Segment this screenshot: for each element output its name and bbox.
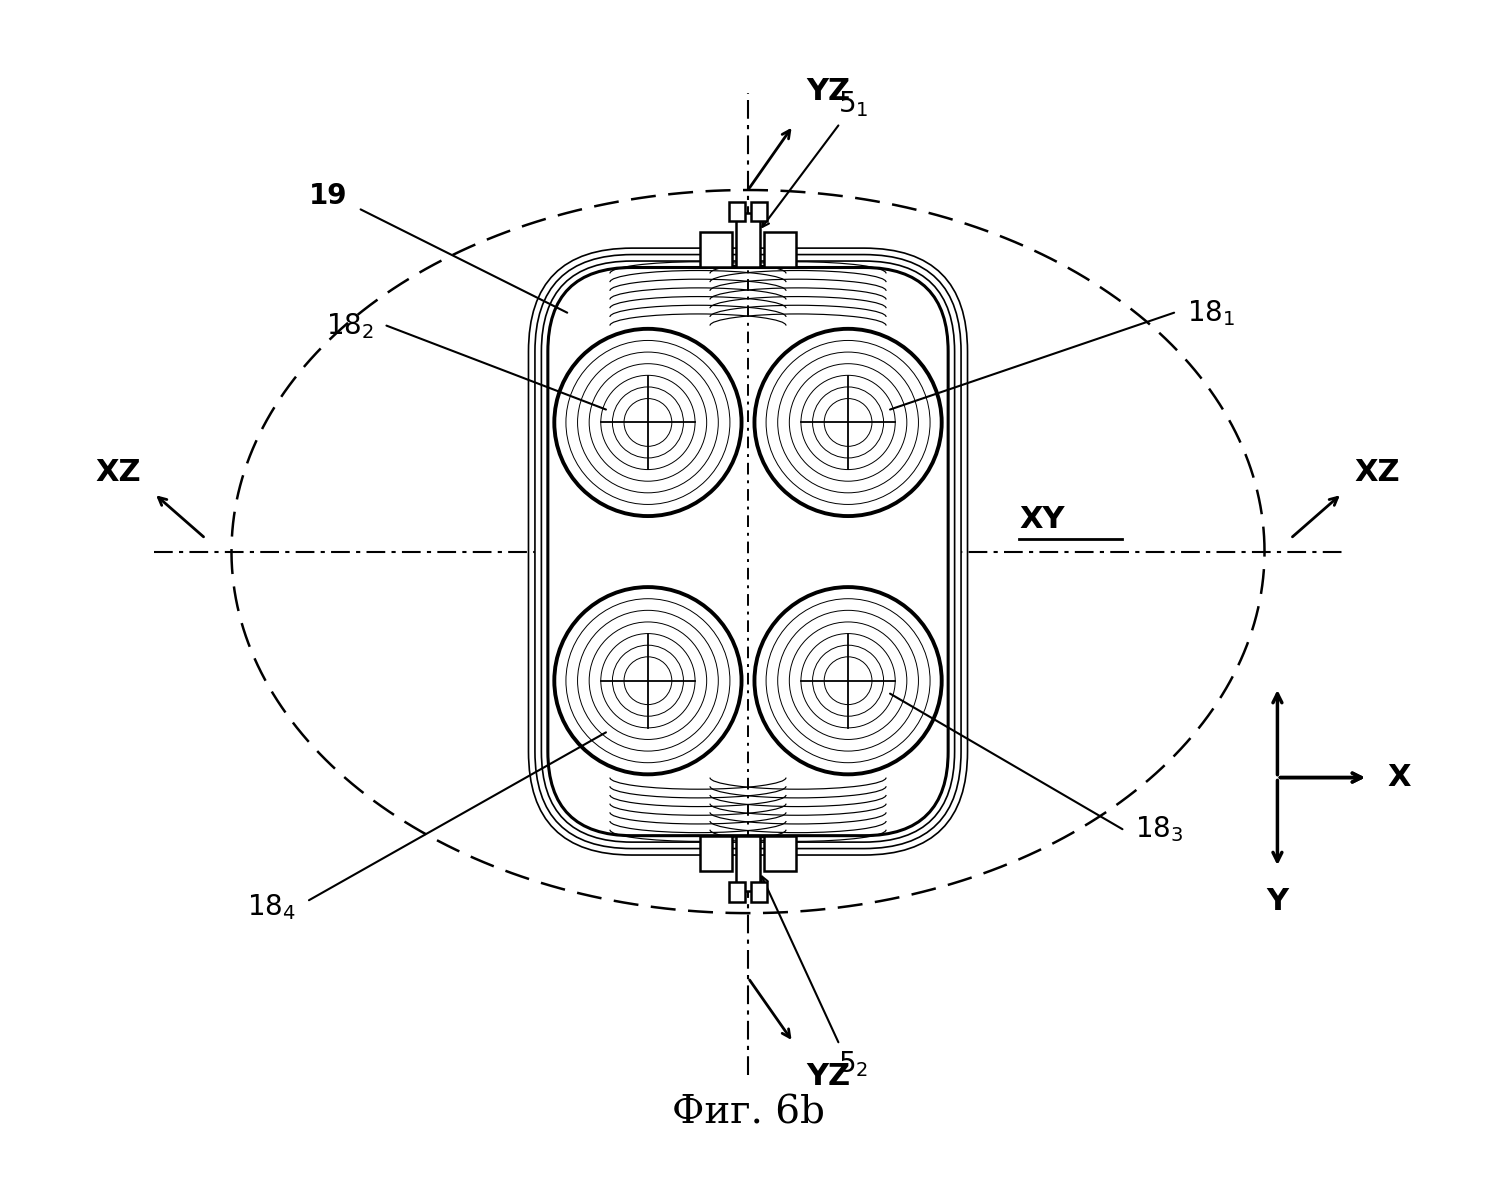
- Text: 19: 19: [310, 182, 347, 210]
- Text: $18_4$: $18_4$: [247, 892, 296, 922]
- Text: YZ: YZ: [806, 77, 850, 106]
- Text: Y: Y: [1267, 887, 1288, 917]
- Bar: [729, 202, 745, 221]
- Bar: [764, 835, 796, 871]
- Text: XY: XY: [1019, 505, 1065, 534]
- Bar: [700, 232, 732, 268]
- Text: XZ: XZ: [96, 458, 141, 487]
- Bar: [751, 882, 767, 901]
- Text: $18_2$: $18_2$: [326, 311, 374, 341]
- Bar: [751, 202, 767, 221]
- Text: $5_2$: $5_2$: [838, 1049, 869, 1079]
- Text: $5_1$: $5_1$: [838, 89, 869, 119]
- Bar: [700, 835, 732, 871]
- Bar: [764, 232, 796, 268]
- Text: YZ: YZ: [806, 1062, 850, 1091]
- Text: XZ: XZ: [1355, 458, 1400, 487]
- FancyBboxPatch shape: [536, 254, 960, 848]
- Text: Фиг. 6b: Фиг. 6b: [672, 1094, 824, 1132]
- Bar: [729, 882, 745, 901]
- Bar: [736, 835, 760, 890]
- Bar: [736, 212, 760, 268]
- Text: $18_1$: $18_1$: [1186, 298, 1236, 328]
- Text: X: X: [1387, 763, 1411, 792]
- Text: $18_3$: $18_3$: [1135, 815, 1183, 844]
